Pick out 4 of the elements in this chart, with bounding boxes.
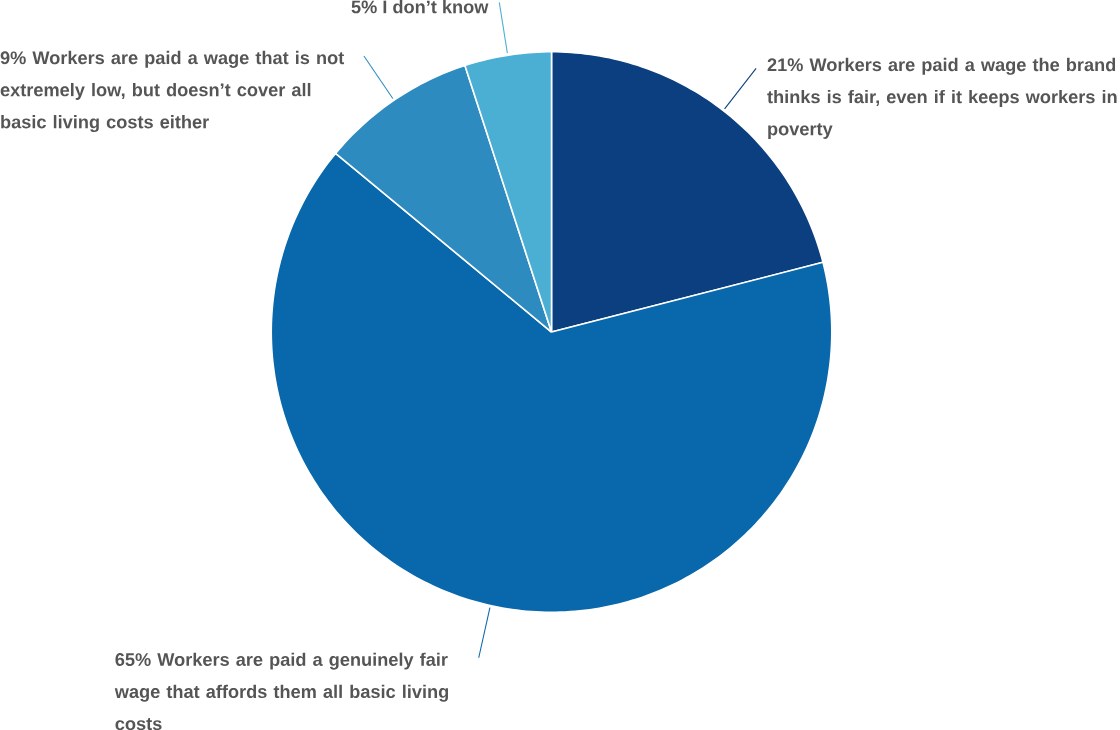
- slice-label: 5% I don’t know: [351, 0, 489, 14]
- slice-label: 65% Workers are paid a genuinely fair wage that affords them all basic living costs: [114, 652, 449, 730]
- slice-label: 21% Workers are paid a wage the brand thinks is fair, even if it keeps workers in poverty: [767, 57, 1117, 139]
- slice-label: 9% Workers are paid a wage that is not extremely low, but doesn’t cover all basic living costs either: [0, 50, 345, 132]
